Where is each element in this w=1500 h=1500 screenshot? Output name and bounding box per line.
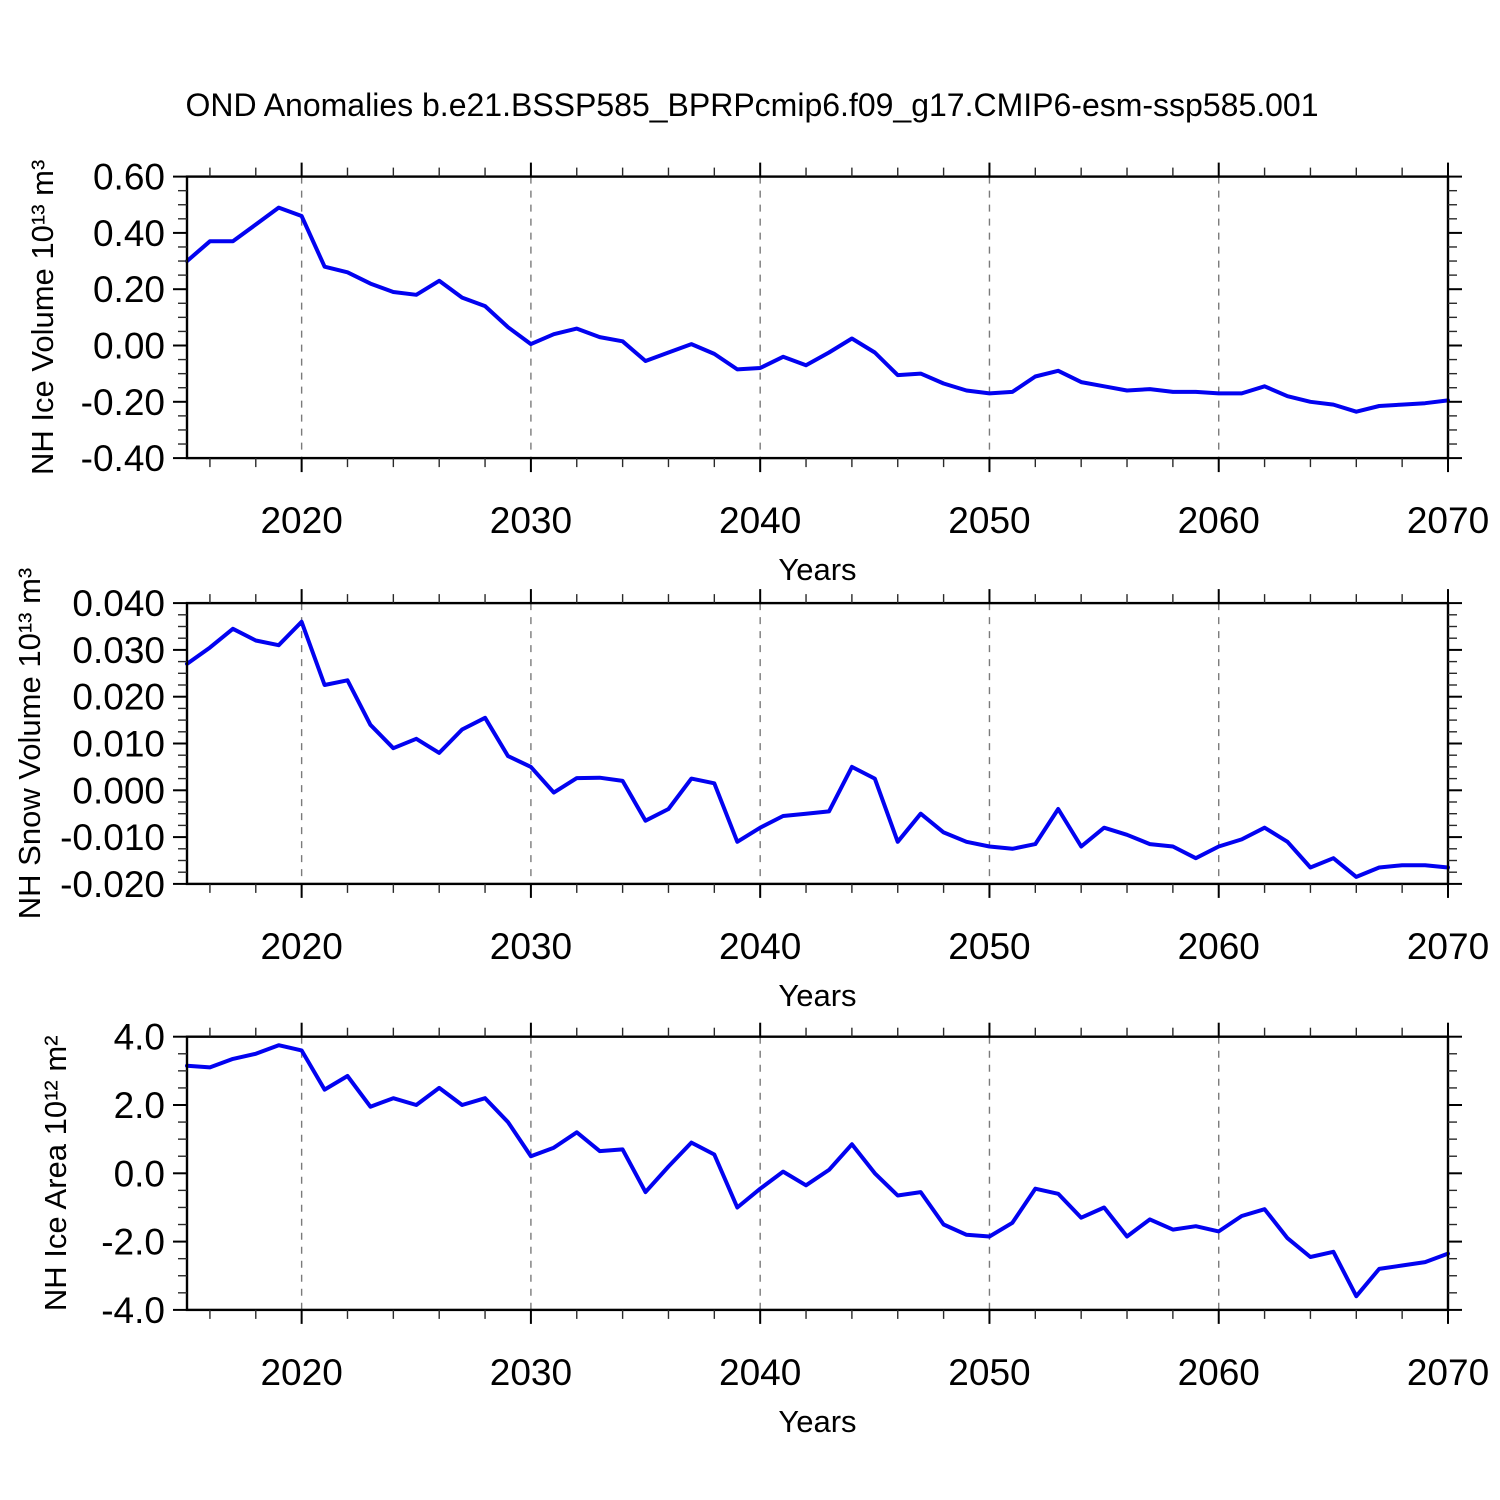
panel-1-y-axis-title: NH Ice Volume 10¹³ m³ (25, 160, 60, 475)
panel-2-x-axis-title: Years (778, 978, 856, 1013)
y-tick-label: -0.20 (81, 382, 165, 423)
x-tick-label: 2070 (1407, 926, 1489, 967)
panel-2-axes-box (185, 601, 1450, 886)
y-tick-label: -0.010 (60, 817, 165, 858)
y-tick-label: 0.40 (93, 213, 165, 254)
panel-3-x-axis-title: Years (778, 1404, 856, 1439)
panel-1-series-line (185, 205, 1450, 414)
panel-2-x-axis: 2020 2030 2040 2050 2060 2070 Years (209, 589, 1489, 1013)
panel-2: 2020 2030 2040 2050 2060 2070Years0.0400.0300… (12, 568, 1489, 1013)
panel-3: 2020 2030 2040 2050 2060 2070 Years 4.0 2.0 0.0 -2… (38, 1017, 1489, 1439)
x-tick-label: 2030 (490, 1352, 572, 1393)
x-tick-label: 2020 (260, 926, 342, 967)
y-tick-label: 0.00 (93, 326, 165, 367)
panel-2-series-line (185, 619, 1450, 879)
x-tick-label: 2030 (490, 500, 572, 541)
x-tick-label: 2060 (1178, 500, 1260, 541)
panel-3-series-line (185, 1043, 1450, 1299)
y-tick-label: 0.0 (114, 1153, 165, 1194)
x-tick-label: 2060 (1178, 1352, 1260, 1393)
panel-2-y-axis-title: NH Snow Volume 10¹³ m³ (12, 568, 47, 919)
y-tick-label: -2.0 (101, 1222, 165, 1263)
y-tick-label: -4.0 (101, 1290, 165, 1331)
x-tick-label: 2040 (719, 500, 801, 541)
y-tick-label: 0.000 (72, 770, 165, 811)
y-tick-label: 0.010 (72, 724, 165, 765)
panel-2-y-axis: 0.040 0.030 0.020 0.010 0.000 -0.010 -0.020 NH … (12, 568, 1462, 919)
x-tick-label: 2070 (1407, 500, 1489, 541)
panel-1-y-axis: 0.60 0.40 0.20 0.00 -0.20 -0.40 NH Ice Volume … (25, 157, 1462, 479)
panel-3-y-axis: 4.0 2.0 0.0 -2.0 -4.0 NH Ice Area 10¹² m² (38, 1017, 1462, 1331)
panels-container: 2020 2030 2040 2050 2060 2070 Years 0.60 0.40 0.2… (12, 157, 1489, 1439)
x-tick-label: 2030 (490, 926, 572, 967)
y-tick-label: 0.20 (93, 269, 165, 310)
x-tick-label: 2050 (948, 1352, 1030, 1393)
x-tick-label: 2060 (1178, 926, 1260, 967)
y-tick-label: 0.60 (93, 157, 165, 198)
x-tick-label: 2020 (260, 1352, 342, 1393)
panel-1-x-axis-title: Years (778, 552, 856, 587)
y-tick-label: -0.020 (60, 864, 165, 905)
x-tick-label: 2050 (948, 500, 1030, 541)
x-tick-label: 2070 (1407, 1352, 1489, 1393)
x-tick-label: 2020 (260, 500, 342, 541)
chart-title: OND Anomalies b.e21.BSSP585_BPRPcmip6.f0… (185, 87, 1318, 123)
panel-3-x-axis: 2020 2030 2040 2050 2060 2070 Years (209, 1022, 1489, 1439)
x-tick-label: 2040 (719, 926, 801, 967)
panel-1: 2020 2030 2040 2050 2060 2070 Years 0.60 0.40 0.2… (25, 157, 1489, 587)
panel-1-x-axis: 2020 2030 2040 2050 2060 2070 Years (209, 162, 1489, 587)
y-tick-label: -0.40 (81, 438, 165, 479)
y-tick-label: 0.020 (72, 677, 165, 718)
y-tick-label: 4.0 (114, 1017, 165, 1058)
y-tick-label: 0.030 (72, 630, 165, 671)
y-tick-label: 0.040 (72, 583, 165, 624)
x-tick-label: 2050 (948, 926, 1030, 967)
panel-3-axes-box (185, 1035, 1450, 1312)
x-tick-label: 2040 (719, 1352, 801, 1393)
panel-3-y-axis-title: NH Ice Area 10¹² m² (38, 1035, 73, 1311)
panel-1-axes-box (185, 175, 1450, 460)
y-tick-label: 2.0 (114, 1085, 165, 1126)
